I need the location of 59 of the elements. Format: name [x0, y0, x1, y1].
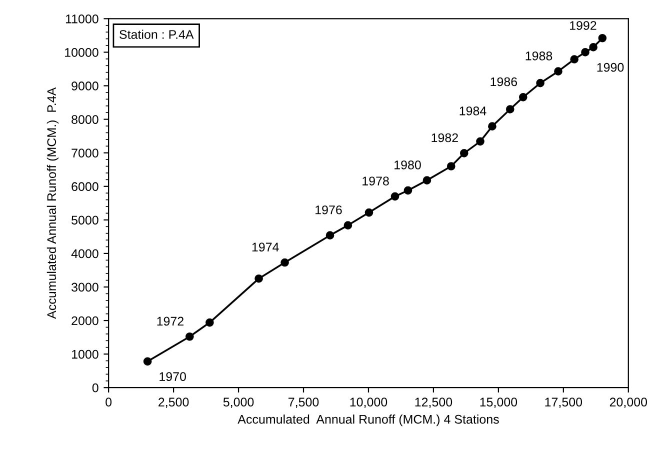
point — [518, 92, 528, 102]
point — [589, 43, 598, 52]
y-tick-label: 2000 — [72, 316, 98, 326]
y-tick-label: 1000 — [72, 350, 98, 359]
x-tick-label: 7,500 — [288, 398, 319, 408]
point — [446, 162, 456, 170]
annotation: 1974 — [252, 242, 279, 252]
annotation: 1976 — [316, 205, 342, 214]
y-tick-label: 5000 — [72, 216, 98, 225]
annotation: Station : P.4A — [120, 30, 194, 39]
annotation: 1992 — [570, 21, 596, 30]
point — [254, 274, 263, 283]
point — [326, 231, 334, 240]
y-tick-label: 6000 — [72, 182, 98, 192]
y-tick-label: 8000 — [72, 115, 98, 124]
point — [476, 137, 484, 146]
point — [143, 357, 152, 366]
point — [506, 105, 514, 114]
point — [598, 34, 607, 42]
y-tick-label: 11000 — [66, 14, 98, 24]
x-axis-title: Accumulated Annual Runoff (MCM.) 4 Stations — [238, 414, 499, 426]
y-tick-label: 3000 — [72, 282, 98, 292]
point — [185, 332, 194, 341]
x-tick-label: 10,000 — [350, 398, 388, 408]
point — [536, 78, 544, 88]
point — [364, 208, 374, 217]
point — [206, 318, 214, 327]
x-tick-label: 0 — [106, 398, 112, 407]
point — [344, 221, 352, 230]
annotation: 1980 — [394, 160, 421, 170]
point — [570, 55, 578, 64]
x-tick-label: 15,000 — [480, 398, 518, 408]
point — [581, 48, 590, 56]
x-tick-label: 17,500 — [545, 398, 582, 408]
y-axis-title: Accumulated Annual Runoff (MCM.) P.4A — [46, 87, 59, 319]
y-tick-label: 9000 — [72, 82, 98, 90]
point — [280, 258, 289, 267]
x-tick-label: 5,000 — [223, 398, 254, 408]
point — [404, 186, 412, 195]
annotation: 1970 — [160, 372, 186, 382]
annotation: 1978 — [362, 176, 389, 186]
annotation: 1982 — [432, 133, 458, 142]
annotation: 1972 — [157, 316, 184, 326]
annotation: 1988 — [526, 51, 552, 60]
annotation: 1990 — [597, 62, 624, 72]
y-tick-label: 0 — [92, 383, 98, 392]
y-tick-label: 7000 — [72, 148, 98, 158]
y-tick-label: 4000 — [71, 249, 98, 258]
point — [488, 122, 496, 131]
point — [390, 192, 400, 201]
x-tick-label: 20,000 — [610, 398, 648, 408]
annotation: 1984 — [460, 106, 486, 116]
point — [460, 149, 468, 158]
annotation: 1986 — [490, 77, 518, 86]
x-tick-label: 12,500 — [415, 398, 452, 408]
y-tick-label: 10000 — [65, 48, 98, 57]
point — [554, 67, 562, 76]
point — [422, 176, 432, 185]
x-tick-label: 2,500 — [158, 398, 189, 408]
